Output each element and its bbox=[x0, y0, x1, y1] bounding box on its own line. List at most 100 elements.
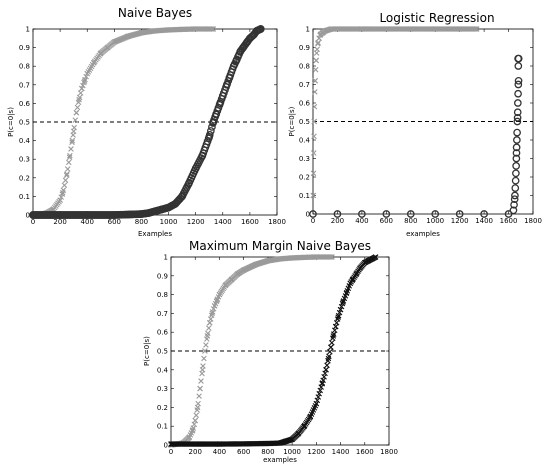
data-point bbox=[513, 136, 521, 144]
data-point bbox=[197, 385, 203, 392]
x-tick-label: 800 bbox=[135, 218, 148, 226]
data-point bbox=[201, 355, 207, 362]
data-point bbox=[317, 387, 323, 394]
data-point bbox=[64, 171, 70, 177]
data-point bbox=[82, 76, 88, 83]
data-point bbox=[514, 80, 523, 89]
data-point bbox=[210, 26, 217, 32]
x-tick-label: 1600 bbox=[356, 448, 374, 456]
data-point bbox=[76, 96, 82, 103]
data-point bbox=[334, 26, 341, 32]
series-1 bbox=[168, 254, 379, 447]
data-point bbox=[77, 90, 84, 96]
data-point bbox=[312, 78, 318, 84]
data-point bbox=[151, 207, 159, 216]
data-point bbox=[50, 206, 57, 213]
y-tick-label: 0.3 bbox=[299, 155, 310, 163]
data-point bbox=[313, 400, 320, 407]
x-tick-label: 1800 bbox=[524, 217, 542, 225]
data-point bbox=[192, 26, 199, 32]
data-point bbox=[295, 430, 301, 437]
data-point bbox=[283, 438, 289, 445]
data-point bbox=[513, 117, 522, 126]
data-point bbox=[59, 191, 66, 197]
data-point bbox=[333, 210, 342, 218]
x-tick-label: 1600 bbox=[241, 218, 259, 226]
x-tick-label: 200 bbox=[331, 217, 344, 225]
data-point bbox=[80, 82, 86, 89]
y-tick-label: 0.3 bbox=[19, 156, 30, 164]
data-point bbox=[67, 152, 73, 159]
data-point bbox=[209, 310, 215, 317]
data-point bbox=[79, 85, 85, 92]
data-point bbox=[407, 26, 414, 32]
y-tick-label: 0.5 bbox=[299, 118, 310, 126]
data-point bbox=[84, 70, 91, 77]
data-point bbox=[310, 170, 317, 177]
data-point bbox=[66, 154, 73, 161]
x-tick-label: 200 bbox=[53, 218, 66, 226]
data-point bbox=[315, 394, 322, 400]
data-point bbox=[192, 441, 199, 447]
series-1 bbox=[29, 25, 265, 219]
data-point bbox=[216, 441, 223, 447]
data-point bbox=[349, 276, 356, 283]
data-point bbox=[512, 169, 520, 178]
x-tick-label: 1400 bbox=[214, 218, 232, 226]
y-tick-label: 0.8 bbox=[19, 63, 30, 71]
data-point bbox=[222, 80, 231, 89]
x-tick-label: 1200 bbox=[307, 448, 325, 456]
data-point bbox=[91, 59, 97, 66]
x-tick-label: 800 bbox=[404, 217, 417, 225]
data-point bbox=[240, 441, 247, 447]
data-point bbox=[510, 200, 518, 209]
data-point bbox=[209, 118, 218, 126]
x-axis-label: Examples bbox=[138, 230, 172, 238]
data-point bbox=[329, 254, 335, 260]
data-point bbox=[301, 423, 308, 429]
data-point bbox=[455, 210, 464, 218]
data-point bbox=[57, 197, 63, 203]
y-tick-label: 0.4 bbox=[299, 137, 311, 145]
data-point bbox=[58, 194, 64, 200]
data-point bbox=[406, 210, 415, 218]
data-point bbox=[472, 26, 479, 32]
data-point bbox=[193, 412, 199, 419]
data-point bbox=[337, 306, 344, 313]
data-point bbox=[168, 441, 174, 447]
data-point bbox=[69, 137, 76, 144]
data-point bbox=[252, 261, 259, 268]
data-point bbox=[513, 108, 522, 117]
chart-title: Logistic Regression bbox=[379, 11, 494, 25]
data-point bbox=[138, 29, 145, 36]
y-tick-label: 0.2 bbox=[157, 404, 168, 412]
data-point bbox=[309, 210, 317, 218]
data-point bbox=[74, 104, 81, 111]
data-point bbox=[178, 192, 186, 201]
data-point bbox=[332, 323, 339, 330]
data-point bbox=[171, 199, 180, 208]
data-point bbox=[104, 44, 111, 51]
data-point bbox=[318, 384, 324, 390]
data-point bbox=[328, 26, 335, 32]
data-point bbox=[513, 128, 521, 137]
data-point bbox=[307, 414, 314, 420]
data-point bbox=[312, 89, 318, 95]
data-point bbox=[471, 26, 478, 32]
y-tick-label: 0.7 bbox=[299, 81, 310, 89]
data-point bbox=[216, 99, 224, 108]
data-point bbox=[511, 191, 519, 200]
y-tick-label: 0.6 bbox=[299, 100, 311, 108]
chart-logistic-regression: 0 200 400 600 800 1000 1200 1400 1600 1800 0 0.1 0.2… bbox=[288, 11, 542, 238]
data-point bbox=[480, 210, 488, 218]
y-tick-label: 0.9 bbox=[299, 44, 310, 52]
y-tick-label: 0 bbox=[26, 212, 30, 220]
data-point bbox=[202, 348, 208, 354]
data-point bbox=[289, 255, 295, 261]
data-point bbox=[277, 256, 283, 262]
data-point bbox=[514, 54, 523, 63]
data-point bbox=[198, 151, 207, 160]
x-tick-label: 800 bbox=[261, 448, 274, 456]
data-point bbox=[504, 210, 513, 218]
